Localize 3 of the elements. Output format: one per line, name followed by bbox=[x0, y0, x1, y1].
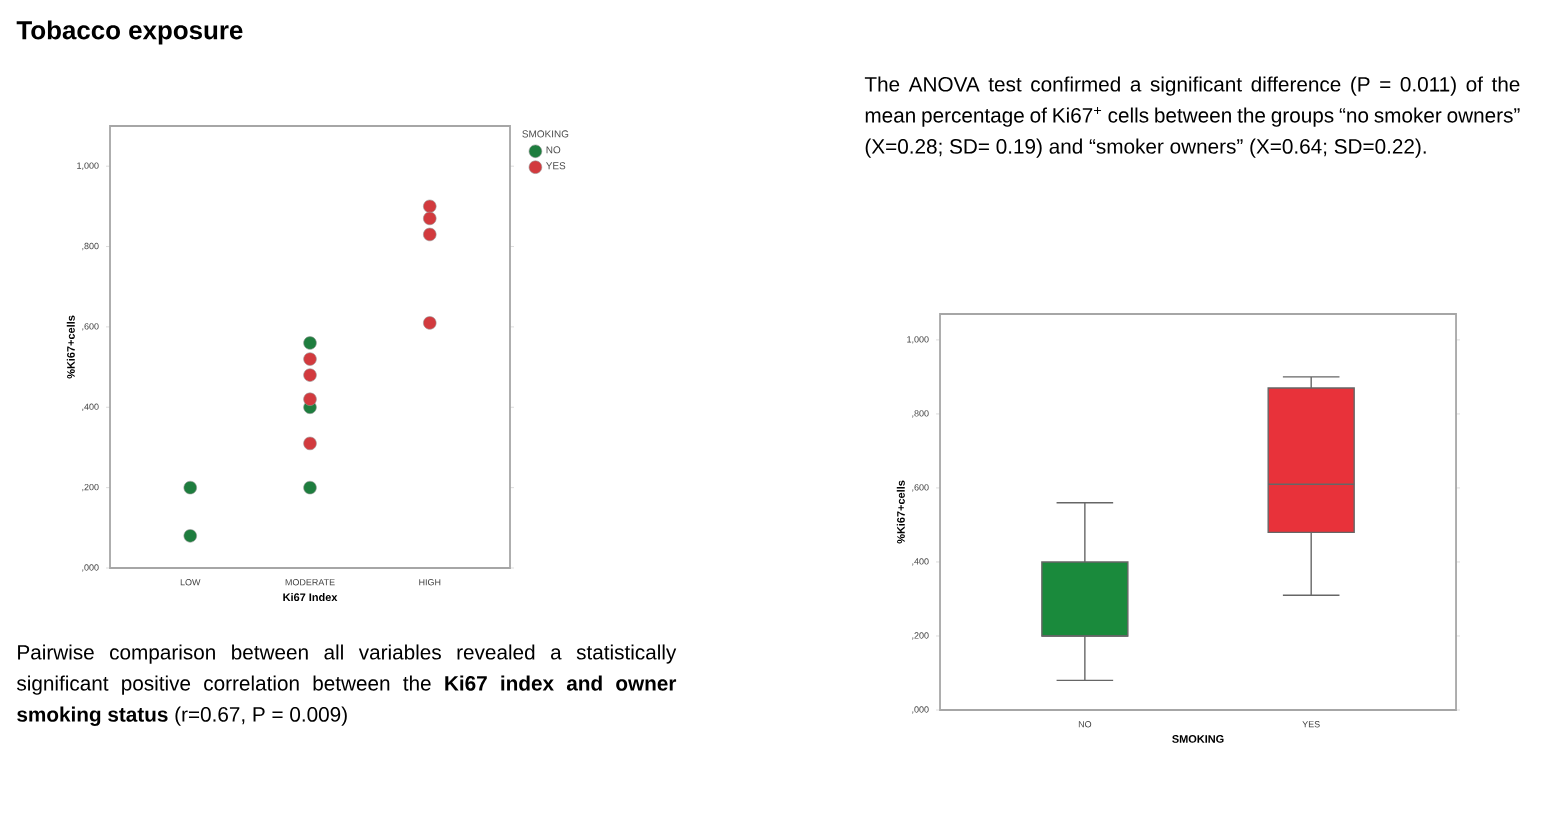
text: Pairwise comparison between all variables revealed a statistically significant positive correlation between the Ki67 index and owner smoking status (r=0.67, P = 0.009) bbox=[16, 644, 677, 726]
chart-title: Tobacco exposure bbox=[16, 20, 243, 45]
text: The ANOVA test confirmed a significant difference (P = 0.011) of the mean percentage of Ki67$^{+}$ cells between the groups “no smoker owners” (X=0.28; SD= 0.19) and “smoker owners” (X=0.64; SD=0.22). bbox=[864, 76, 1520, 158]
